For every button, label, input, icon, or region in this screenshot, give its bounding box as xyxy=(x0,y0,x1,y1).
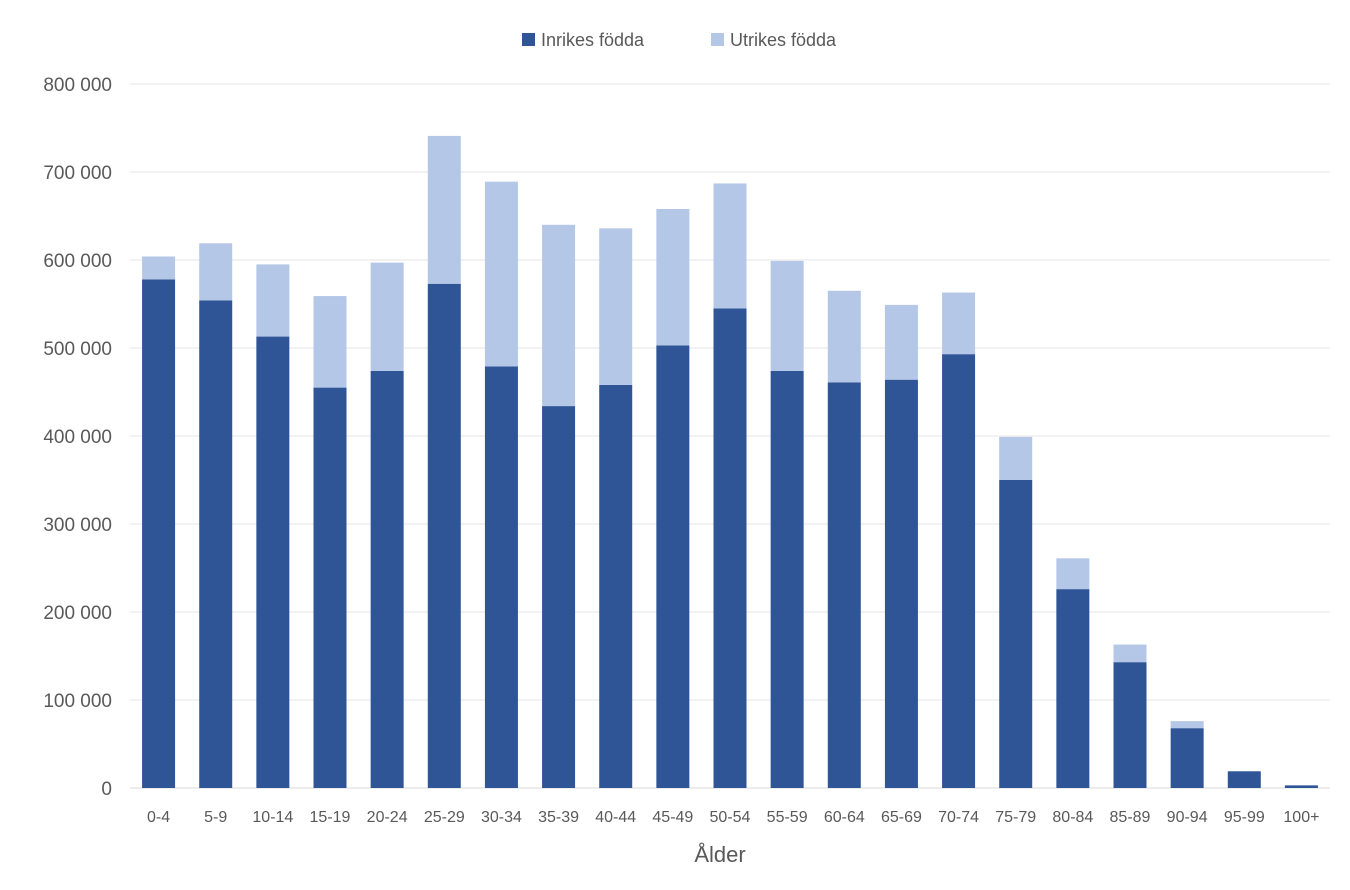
bar-inrikes-fodda xyxy=(1056,589,1090,788)
y-tick-label: 400 000 xyxy=(43,427,112,448)
bar-inrikes-fodda xyxy=(656,345,690,788)
x-tick-label: 65-69 xyxy=(881,809,922,826)
x-tick-label: 95-99 xyxy=(1224,809,1265,826)
x-tick-label: 80-84 xyxy=(1052,809,1093,826)
bar-inrikes-fodda xyxy=(313,387,347,788)
bar-utrikes-fodda xyxy=(370,262,404,371)
y-tick-label: 200 000 xyxy=(43,603,112,624)
bar-utrikes-fodda xyxy=(313,296,347,388)
bar-inrikes-fodda xyxy=(884,379,918,788)
x-tick-label: 50-54 xyxy=(710,809,751,826)
x-tick-label: 35-39 xyxy=(538,809,579,826)
legend: Inrikes födda Utrikes födda xyxy=(522,30,837,50)
bar-inrikes-fodda xyxy=(256,336,290,788)
bar-inrikes-fodda xyxy=(599,384,633,788)
bar-utrikes-fodda xyxy=(999,436,1033,480)
bar-utrikes-fodda xyxy=(656,208,690,346)
x-tick-label: 10-14 xyxy=(252,809,293,826)
x-tick-label: 55-59 xyxy=(767,809,808,826)
bar-utrikes-fodda xyxy=(599,228,633,385)
y-axis-tick-labels: 0 100 000 200 000 300 000 400 000 500 000 600 … xyxy=(43,75,112,800)
bar-inrikes-fodda xyxy=(1113,662,1147,788)
x-tick-label: 85-89 xyxy=(1110,809,1151,826)
x-tick-label: 20-24 xyxy=(367,809,408,826)
x-axis-title: Ålder xyxy=(694,842,745,867)
bar-inrikes-fodda xyxy=(999,480,1033,788)
bar-utrikes-fodda xyxy=(199,243,233,301)
x-tick-label: 30-34 xyxy=(481,809,522,826)
bar-inrikes-fodda xyxy=(942,354,976,788)
legend-swatch xyxy=(711,33,724,46)
bar-utrikes-fodda xyxy=(1056,558,1090,590)
x-tick-label: 75-79 xyxy=(995,809,1036,826)
legend-item-utrikes-fodda: Utrikes födda xyxy=(711,30,837,50)
legend-label: Inrikes födda xyxy=(541,30,645,50)
bar-utrikes-fodda xyxy=(1113,644,1147,663)
y-tick-label: 700 000 xyxy=(43,163,112,184)
x-tick-label: 25-29 xyxy=(424,809,465,826)
x-tick-label: 90-94 xyxy=(1167,809,1208,826)
bar-utrikes-fodda xyxy=(1170,721,1204,729)
x-tick-label: 100+ xyxy=(1283,809,1319,826)
bar-inrikes-fodda xyxy=(1170,728,1204,788)
bar-inrikes-fodda xyxy=(1284,785,1318,788)
bar-utrikes-fodda xyxy=(427,135,461,284)
bar-utrikes-fodda xyxy=(713,183,747,309)
y-tick-label: 100 000 xyxy=(43,691,112,712)
x-tick-label: 5-9 xyxy=(204,809,227,826)
bar-inrikes-fodda xyxy=(770,370,804,788)
bar-inrikes-fodda xyxy=(484,366,518,788)
legend-item-inrikes-fodda: Inrikes födda xyxy=(522,30,645,50)
legend-label: Utrikes födda xyxy=(730,30,837,50)
bar-utrikes-fodda xyxy=(542,224,576,407)
y-tick-label: 500 000 xyxy=(43,339,112,360)
bar-inrikes-fodda xyxy=(199,300,233,788)
bar-inrikes-fodda xyxy=(1227,771,1261,788)
y-tick-label: 800 000 xyxy=(43,75,112,96)
x-axis-tick-labels: 0-4 5-9 10-14 15-19 20-24 25-29 30-34 35-39 40-4… xyxy=(147,809,1319,826)
legend-swatch xyxy=(522,33,535,46)
bar-utrikes-fodda xyxy=(884,304,918,380)
x-tick-label: 60-64 xyxy=(824,809,865,826)
bars xyxy=(142,135,1318,788)
y-tick-label: 300 000 xyxy=(43,515,112,536)
x-tick-label: 15-19 xyxy=(310,809,351,826)
bar-inrikes-fodda xyxy=(542,406,576,788)
x-tick-label: 45-49 xyxy=(652,809,693,826)
bar-inrikes-fodda xyxy=(827,382,861,788)
bar-utrikes-fodda xyxy=(770,260,804,371)
x-tick-label: 0-4 xyxy=(147,809,170,826)
bar-inrikes-fodda xyxy=(370,370,404,788)
x-tick-label: 70-74 xyxy=(938,809,979,826)
bar-inrikes-fodda xyxy=(142,279,176,788)
x-tick-label: 40-44 xyxy=(595,809,636,826)
bar-inrikes-fodda xyxy=(427,283,461,788)
bar-inrikes-fodda xyxy=(713,308,747,788)
bar-utrikes-fodda xyxy=(142,256,176,280)
y-tick-label: 0 xyxy=(101,779,112,800)
y-tick-label: 600 000 xyxy=(43,251,112,272)
bar-utrikes-fodda xyxy=(942,292,976,355)
bar-utrikes-fodda xyxy=(484,181,518,367)
bar-utrikes-fodda xyxy=(256,264,290,337)
bar-utrikes-fodda xyxy=(827,290,861,383)
